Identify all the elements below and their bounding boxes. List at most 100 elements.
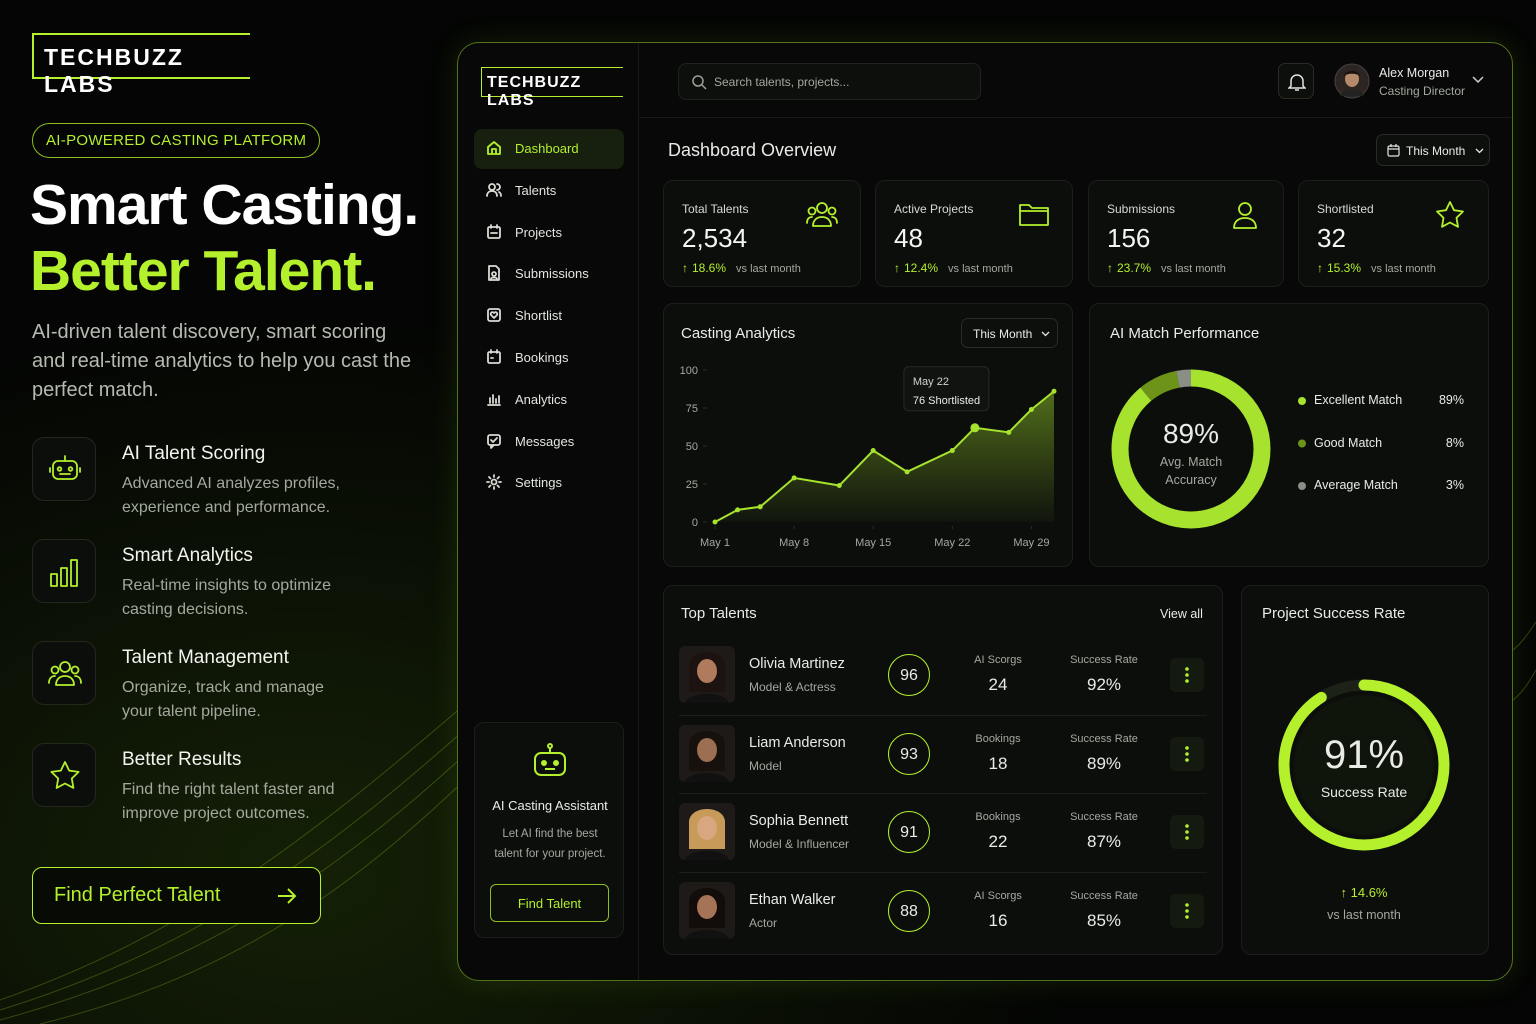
period-select[interactable]: This Month — [961, 318, 1058, 348]
nav-label: Shortlist — [515, 308, 562, 324]
success-value: 87% — [1086, 832, 1122, 852]
icon-svg — [486, 182, 502, 197]
icon — [486, 307, 502, 326]
talent-name: Liam Anderson — [749, 734, 846, 751]
talent-score: 88 — [888, 890, 930, 933]
talent-name: Olivia Martinez — [749, 656, 845, 672]
search-icon — [692, 75, 707, 90]
gauge-change: ↑ 14.6% — [1340, 885, 1388, 900]
calendar-icon — [1387, 144, 1400, 157]
change-value: 15.3% — [1327, 261, 1362, 275]
cta-label: Find Perfect Talent — [54, 884, 221, 906]
gauge-note: vs last month — [1327, 908, 1401, 922]
feature: Smart Analytics Real-time insights to opt… — [32, 539, 392, 629]
icon-svg — [487, 141, 501, 155]
icon — [486, 265, 502, 284]
view-all[interactable]: View all — [1160, 607, 1203, 621]
notifications[interactable] — [1278, 63, 1314, 99]
user-avatar[interactable] — [1334, 63, 1370, 99]
icon — [486, 223, 502, 243]
nav-item[interactable]: Dashboard — [474, 129, 624, 169]
metric-label: Bookings — [975, 811, 1021, 824]
talent-name: Ethan Walker — [749, 892, 836, 909]
nav-item[interactable]: Shortlist — [474, 296, 624, 336]
icon — [806, 199, 840, 236]
assistant-title: AI Casting Assistant — [492, 798, 608, 813]
topbar-divider — [639, 117, 1511, 118]
nav-item[interactable]: Submissions — [474, 254, 624, 294]
bell-icon — [1288, 74, 1306, 91]
metric-label: AI Scorgs — [974, 654, 1022, 666]
row-menu[interactable] — [1170, 736, 1204, 771]
nav-item[interactable]: Messages — [474, 422, 624, 462]
cta-button[interactable]: Find Perfect Talent — [32, 867, 321, 924]
success-value: 85% — [1086, 911, 1122, 931]
success-label: Success Rate — [1070, 811, 1138, 824]
nav-item[interactable]: Bookings — [474, 338, 624, 378]
change-value: 14.6% — [1350, 885, 1388, 900]
chart-title: Casting Analytics — [681, 325, 796, 342]
icon-svg — [487, 393, 501, 406]
icon-svg — [50, 761, 80, 789]
chart-title: Project Success Rate — [1262, 605, 1406, 622]
top-talents-card: Top Talents View all Olivia Martinez Mode… — [663, 585, 1223, 955]
icon-svg — [1019, 204, 1049, 226]
search[interactable]: Search talents, projects... — [678, 63, 981, 100]
nav-item[interactable]: Settings — [474, 463, 624, 503]
feature-text: Advanced AI analyzes profiles, experienc… — [122, 475, 340, 516]
icon — [486, 140, 502, 159]
icon — [486, 182, 502, 201]
stat-change: ↑ 18.6% vs last month — [682, 261, 801, 275]
talent-name: Sophia Bennett — [749, 813, 849, 830]
stat-card: Shortlisted 32 ↑ 15.3% vs last month — [1298, 180, 1489, 287]
feature-icon — [32, 743, 96, 807]
metric-value: 18 — [988, 753, 1008, 773]
chevron[interactable] — [1472, 76, 1484, 84]
icon-svg — [488, 265, 500, 282]
success-label: Success Rate — [1070, 890, 1138, 903]
period-select[interactable]: This Month — [1376, 134, 1490, 166]
talent-role: Model & Actress — [749, 680, 836, 694]
nav-label: Analytics — [515, 391, 568, 407]
nav-label: Submissions — [515, 266, 589, 282]
icon-svg — [487, 433, 501, 449]
feature: AI Talent Scoring Advanced AI analyzes pr… — [32, 437, 392, 527]
legend-label: Average Match — [1314, 478, 1398, 492]
assistant-button[interactable]: Find Talent — [490, 884, 609, 922]
metric-label: Bookings — [975, 732, 1021, 745]
donut-center-caption: Avg. Match Accuracy — [1159, 455, 1223, 487]
icon-svg — [806, 202, 838, 227]
feature-title: AI Talent Scoring — [122, 443, 266, 464]
nav-item[interactable]: Projects — [474, 213, 624, 253]
period-label: This Month — [1406, 144, 1466, 158]
arrow-icon — [278, 888, 297, 904]
nav-label: Talents — [515, 182, 557, 198]
feature-icon — [32, 539, 96, 603]
success-value: 89% — [1086, 753, 1122, 773]
row-menu[interactable] — [1170, 815, 1204, 850]
arrow: ↑ — [1317, 261, 1323, 275]
row-menu[interactable] — [1170, 658, 1204, 692]
nav-item[interactable]: Analytics — [474, 380, 624, 420]
gauge-value: 91% — [1323, 733, 1405, 777]
row-divider — [679, 793, 1207, 795]
icon — [486, 474, 502, 493]
logo: TECHBUZZ LABS — [32, 33, 250, 97]
icon-svg — [48, 661, 82, 686]
icon-svg — [487, 223, 501, 239]
assistant-card: AI Casting Assistant Let AI find the bes… — [474, 722, 624, 938]
feature-title: Talent Management — [122, 647, 289, 668]
stat-value: 156 — [1107, 223, 1151, 253]
stat-change: ↑ 23.7% vs last month — [1107, 261, 1226, 275]
nav-label: Projects — [515, 224, 562, 240]
nav-item[interactable]: Talents — [474, 171, 624, 211]
metric-value: 22 — [988, 832, 1008, 852]
row-menu[interactable] — [1170, 894, 1204, 929]
change-value: 18.6% — [692, 261, 727, 275]
metric-label: AI Scorgs — [974, 890, 1022, 903]
photo — [685, 730, 729, 782]
dots — [1185, 667, 1189, 683]
